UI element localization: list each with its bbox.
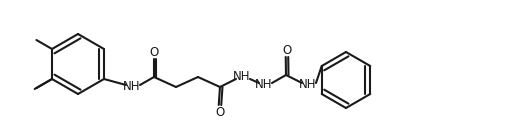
Text: NH: NH bbox=[299, 79, 317, 91]
Text: O: O bbox=[149, 46, 158, 58]
Text: O: O bbox=[215, 105, 224, 119]
Text: NH: NH bbox=[255, 79, 273, 91]
Text: O: O bbox=[282, 44, 291, 56]
Text: NH: NH bbox=[233, 70, 251, 84]
Text: NH: NH bbox=[123, 81, 141, 93]
